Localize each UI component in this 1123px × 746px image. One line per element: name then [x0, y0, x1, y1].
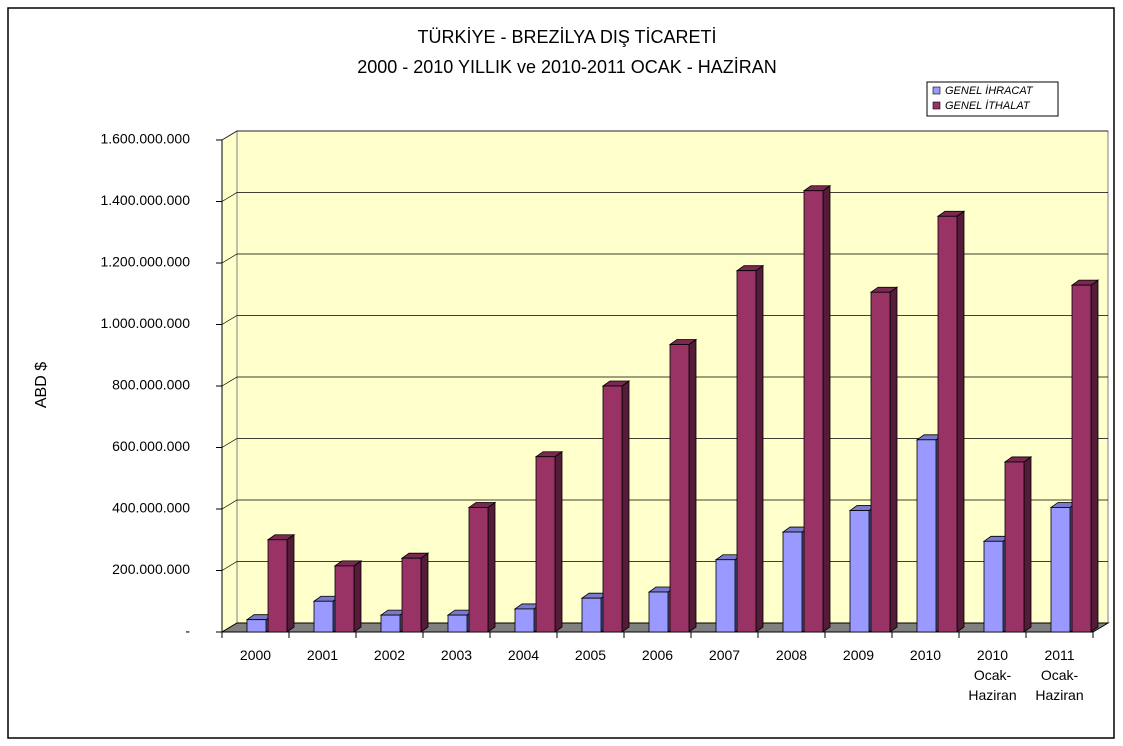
bar [313, 600, 334, 633]
bar [849, 510, 870, 633]
y-tick-label: - [185, 623, 190, 639]
x-tick-label-line: 2000 [240, 647, 271, 663]
x-tick-label-line: 2003 [441, 647, 472, 663]
bar-side [286, 533, 295, 633]
legend-text: GENEL İTHALAT [945, 100, 1031, 112]
x-tick-label-line: 2008 [776, 647, 807, 663]
x-tick-label-line: Ocak- [1041, 667, 1079, 683]
grid-line [221, 130, 1108, 141]
legend-swatch [932, 101, 941, 110]
x-tick-label: 2000 [240, 647, 271, 663]
y-axis-label: ABD $ [33, 362, 50, 408]
bar [736, 270, 757, 633]
legend-box [926, 81, 1059, 117]
x-tick-label-line: 2005 [575, 647, 606, 663]
bar [334, 565, 355, 633]
x-tick-label: 2003 [441, 647, 472, 663]
legend-swatch [932, 86, 941, 95]
bar-side [420, 552, 429, 633]
x-tick-label-line: 2002 [374, 647, 405, 663]
bar [581, 597, 602, 633]
x-tick-label-line: 2009 [843, 647, 874, 663]
x-tick-label-line: 2010 [910, 647, 941, 663]
bar [1050, 507, 1071, 633]
x-tick-label: 2004 [508, 647, 539, 663]
bar [514, 608, 535, 633]
y-tick-label: 1.600.000.000 [100, 131, 190, 147]
chart-title: TÜRKİYE - BREZİLYA DIŞ TİCARETİ [417, 27, 716, 47]
x-tick-label: 2005 [575, 647, 606, 663]
bar [870, 291, 891, 633]
bar-side [956, 210, 965, 633]
bar-side [1023, 456, 1032, 633]
bar [715, 559, 736, 633]
bar-side [688, 338, 697, 633]
bar-side [755, 264, 764, 633]
x-tick-label: 2008 [776, 647, 807, 663]
bar-side [621, 380, 630, 633]
x-tick-label-line: 2004 [508, 647, 539, 663]
x-tick-label: 2011 Ocak- Haziran [1035, 647, 1083, 703]
x-tick-label-line: Haziran [1035, 687, 1083, 703]
y-tick-label: 1.000.000.000 [100, 315, 190, 331]
bar [401, 557, 422, 633]
bar-side [353, 560, 362, 633]
bar [447, 614, 468, 633]
x-tick-label: 2009 [843, 647, 874, 663]
x-tick-label: 2007 [709, 647, 740, 663]
y-tick-label: 800.000.000 [112, 377, 190, 393]
bar [246, 619, 267, 633]
x-tick-label: 2006 [642, 647, 673, 663]
x-tick-label-line: 2006 [642, 647, 673, 663]
x-tick-label: 2002 [374, 647, 405, 663]
bar [916, 439, 937, 633]
bar-side [487, 501, 496, 633]
bar [937, 215, 958, 633]
bar-side [889, 286, 898, 633]
bar-side [822, 184, 831, 633]
bar [803, 190, 824, 633]
bar [267, 539, 288, 633]
bar [468, 507, 489, 633]
bar [380, 614, 401, 633]
y-tick-label: 1.200.000.000 [100, 254, 190, 270]
bar [535, 456, 556, 633]
legend-text: GENEL İHRACAT [945, 85, 1034, 97]
bar [782, 531, 803, 633]
x-tick-label: 2010 [910, 647, 941, 663]
bar [669, 344, 690, 633]
bar [1071, 284, 1092, 633]
y-tick-label: 400.000.000 [112, 500, 190, 516]
bar-side [554, 450, 563, 633]
y-tick-label: 600.000.000 [112, 438, 190, 454]
x-tick-label-line: 2011 [1044, 647, 1074, 663]
x-tick-label-line: Ocak- [974, 667, 1012, 683]
x-tick-label-line: Haziran [968, 687, 1016, 703]
bar [648, 591, 669, 633]
bar-side [1090, 279, 1099, 633]
x-tick-label: 2001 [307, 647, 338, 663]
x-tick-label-line: 2001 [307, 647, 338, 663]
bar [983, 540, 1004, 633]
x-tick-label-line: 2010 [977, 647, 1008, 663]
bar [1004, 461, 1025, 633]
bar [602, 385, 623, 633]
x-tick-label: 2010 Ocak- Haziran [968, 647, 1016, 703]
x-tick-label-line: 2007 [709, 647, 740, 663]
chart-subtitle: 2000 - 2010 YILLIK ve 2010-2011 OCAK - H… [357, 57, 777, 77]
y-tick-label: 200.000.000 [112, 561, 190, 577]
y-tick-label: 1.400.000.000 [100, 192, 190, 208]
